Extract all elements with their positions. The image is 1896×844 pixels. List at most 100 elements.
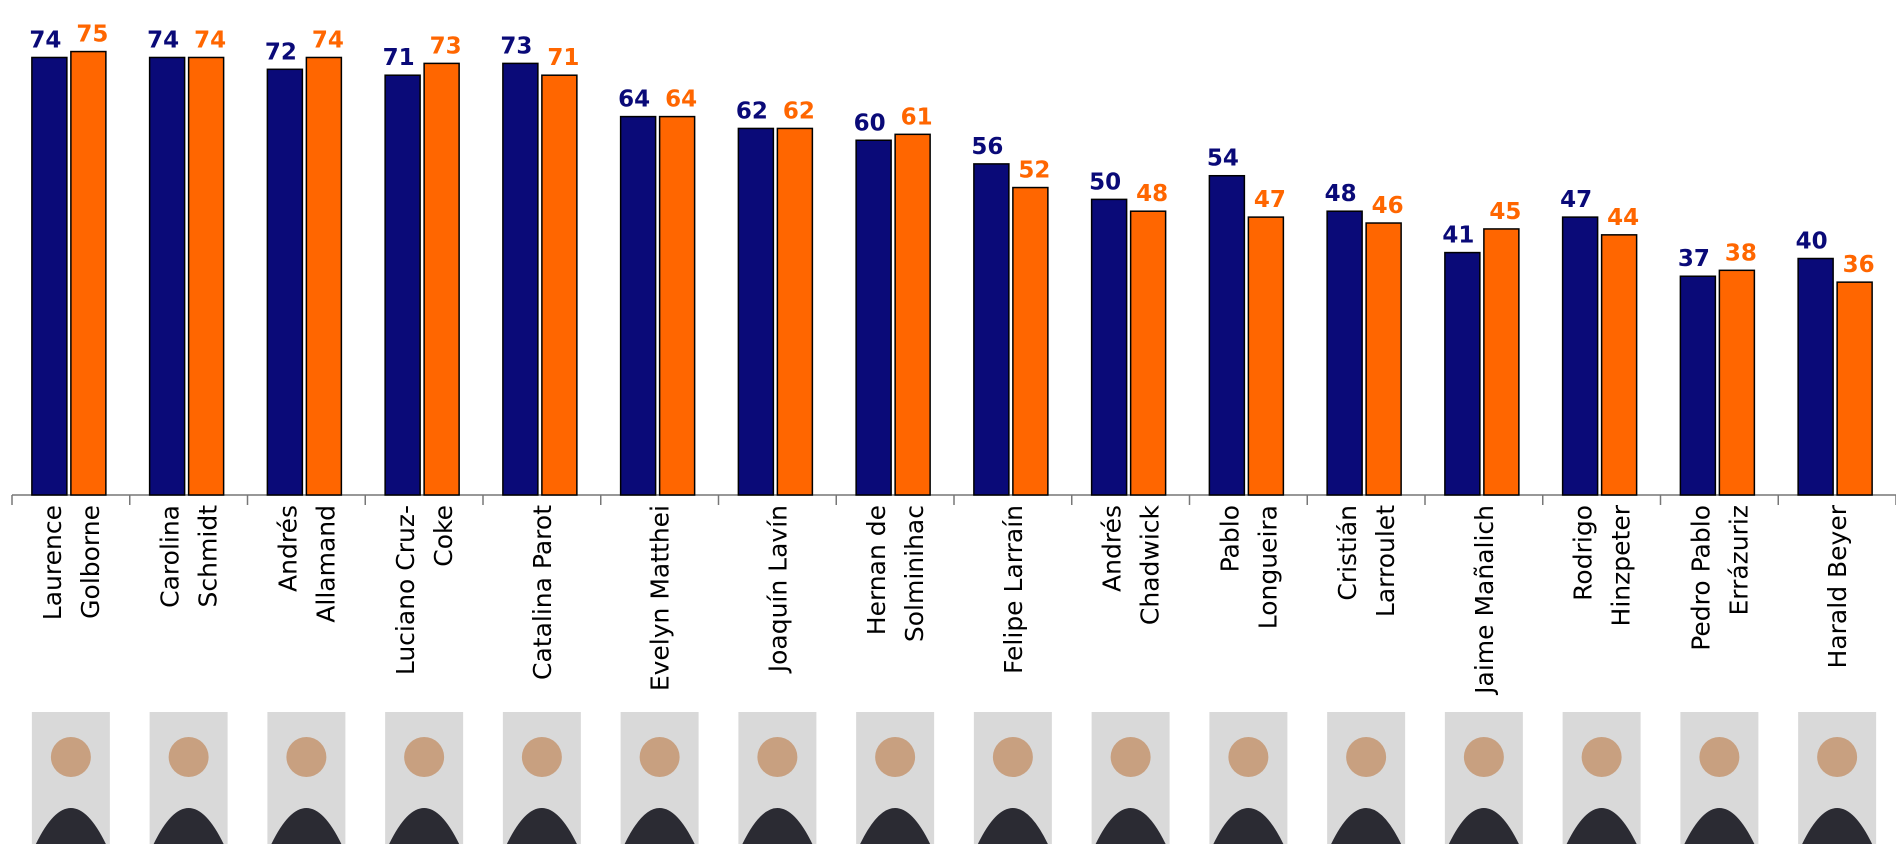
photo-head	[639, 737, 680, 777]
photo	[1327, 712, 1406, 844]
value-label: 54	[1207, 146, 1239, 172]
bar	[1444, 251, 1481, 496]
photo-body	[389, 808, 460, 844]
bar	[423, 62, 460, 496]
value-label: 45	[1489, 199, 1521, 225]
bar	[31, 56, 68, 496]
photo-body	[742, 808, 813, 844]
value-label: 62	[736, 98, 768, 124]
category-label: Harald Beyer	[1823, 504, 1852, 668]
category-label: Laurence Golborne	[38, 505, 105, 620]
bar	[1600, 234, 1638, 496]
value-label: 64	[665, 87, 697, 113]
bar	[384, 74, 421, 496]
photo-body	[1684, 808, 1755, 844]
photo-head	[1346, 737, 1387, 777]
value-label: 74	[312, 27, 344, 53]
photo-body	[1448, 808, 1519, 844]
bar	[1797, 257, 1834, 496]
category-label-line: Solminihac	[900, 505, 929, 642]
category-label-line: Allamand	[311, 505, 340, 623]
value-label: 46	[1372, 193, 1404, 219]
category-label-line: Golborne	[76, 505, 105, 619]
category-label-line: Andrés	[1098, 505, 1127, 592]
bar	[1326, 210, 1363, 496]
bar	[1247, 216, 1285, 496]
category-label: Andrés Allamand	[273, 505, 340, 623]
photo	[1444, 712, 1523, 844]
photo-head	[50, 737, 91, 777]
bar	[1012, 186, 1049, 496]
value-label: 52	[1018, 158, 1050, 184]
category-label: Felipe Larraín	[999, 505, 1028, 674]
bar	[658, 115, 696, 496]
photo-head	[1581, 737, 1622, 777]
photo	[149, 712, 228, 844]
category-label-line: Evelyn Matthei	[646, 505, 675, 691]
category-label-line: Harald Beyer	[1823, 504, 1852, 668]
value-label: 74	[147, 27, 179, 53]
value-label: 71	[383, 45, 415, 71]
photo	[738, 712, 817, 844]
value-label: 75	[76, 22, 108, 48]
photo	[620, 712, 699, 844]
photo-body	[506, 808, 577, 844]
bar	[305, 56, 343, 496]
value-label: 74	[29, 27, 61, 53]
photo-head	[1110, 737, 1151, 777]
photo	[1562, 712, 1641, 844]
category-label-line: Jaime Mañalich	[1470, 505, 1499, 696]
value-label: 73	[430, 33, 462, 59]
category-label-line: Longueira	[1253, 505, 1282, 629]
category-label-line: Chadwick	[1136, 504, 1165, 625]
photo	[1680, 712, 1759, 844]
photo-body	[1213, 808, 1284, 844]
value-label: 47	[1560, 187, 1592, 213]
bar	[70, 50, 107, 496]
category-label-line: Luciano Cruz-	[391, 505, 420, 675]
bar	[1208, 174, 1246, 496]
bar	[776, 127, 814, 496]
photo-body	[1095, 808, 1166, 844]
category-label: Pablo Longueira	[1215, 505, 1282, 629]
bar	[541, 74, 578, 496]
value-label: 44	[1607, 205, 1639, 231]
category-label-line: Larroulet	[1371, 505, 1400, 617]
bar	[737, 127, 775, 496]
category-label-line: Pablo	[1215, 505, 1244, 572]
bar	[1129, 210, 1167, 496]
photo-body	[1331, 808, 1402, 844]
bar	[148, 56, 186, 496]
value-label: 37	[1678, 246, 1710, 272]
bar	[502, 62, 539, 496]
photo-head	[1817, 737, 1858, 777]
category-label: Evelyn Matthei	[646, 505, 675, 691]
bar	[1365, 222, 1402, 496]
photo-body	[153, 808, 224, 844]
value-label: 50	[1089, 169, 1121, 195]
category-label-line: Pedro Pablo	[1686, 505, 1715, 651]
photo	[856, 712, 935, 844]
category-label: Cristián Larroulet	[1333, 505, 1400, 617]
category-label-line: Hinzpeter	[1607, 504, 1636, 626]
category-label: Luciano Cruz- Coke	[391, 505, 458, 675]
category-label: Andrés Chadwick	[1098, 504, 1165, 625]
value-label: 40	[1796, 229, 1828, 255]
bar	[1718, 269, 1756, 496]
category-label-line: Joaquín Lavín	[763, 505, 792, 674]
value-label: 48	[1325, 181, 1357, 207]
bar	[1679, 275, 1717, 496]
photo-head	[875, 737, 916, 777]
photo-body	[1802, 808, 1873, 844]
photo	[31, 712, 110, 844]
category-label: Carolina Schmidt	[156, 505, 223, 608]
photo	[385, 712, 464, 844]
photo-body	[35, 808, 106, 844]
photo-head	[404, 737, 445, 777]
category-label-line: Catalina Parot	[528, 505, 557, 680]
photo	[1209, 712, 1288, 844]
value-label: 48	[1136, 181, 1168, 207]
photo-head	[521, 737, 562, 777]
photo-head	[1699, 737, 1740, 777]
